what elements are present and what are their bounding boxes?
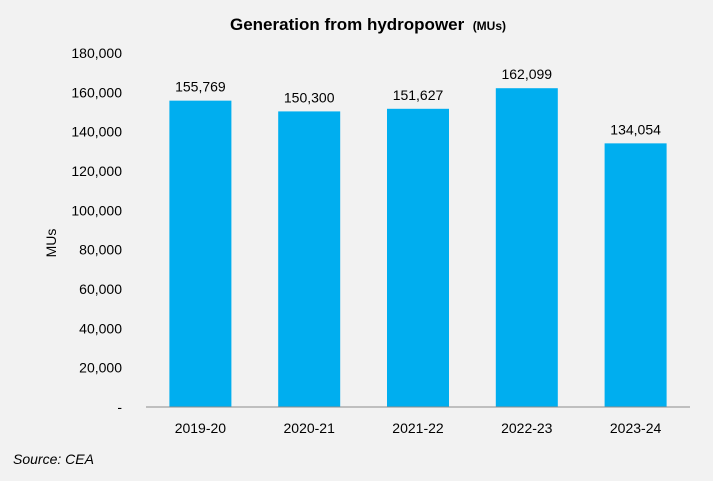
y-tick-label: 120,000 <box>71 163 122 179</box>
bar-2021-22 <box>387 108 449 407</box>
bar-2023-24 <box>604 143 667 407</box>
y-tick-label: 140,000 <box>71 124 122 140</box>
y-tick-label: 40,000 <box>79 320 122 336</box>
y-tick-label: 160,000 <box>71 84 122 100</box>
x-tick-label-2020-21: 2020-21 <box>284 420 336 436</box>
y-tick-label: 60,000 <box>79 281 122 297</box>
data-label-2022-23: 162,099 <box>501 66 552 82</box>
data-label-2019-20: 155,769 <box>175 79 226 95</box>
chart-title-main: Generation from hydropower <box>230 15 465 34</box>
y-tick-label: 180,000 <box>71 45 122 61</box>
chart-title-unit: (MUs) <box>473 19 506 33</box>
data-label-2021-22: 151,627 <box>393 87 444 103</box>
bar-2019-20 <box>169 100 232 407</box>
x-tick-label-2019-20: 2019-20 <box>175 420 227 436</box>
bars-group <box>169 88 667 408</box>
data-label-2020-21: 150,300 <box>284 89 335 105</box>
source-note: Source: CEA <box>13 451 94 467</box>
y-axis-ticks: - 20,000 40,000 60,000 80,000 100,000 120,000 1… <box>71 45 122 415</box>
y-tick-label: 80,000 <box>79 242 122 258</box>
x-tick-label-2021-22: 2021-22 <box>392 420 444 436</box>
x-tick-label-2022-23: 2022-23 <box>501 420 553 436</box>
y-tick-label: - <box>117 399 122 415</box>
y-tick-label: 20,000 <box>79 360 122 376</box>
data-label-2023-24: 134,054 <box>610 121 661 137</box>
bar-2020-21 <box>278 111 341 407</box>
bar-2022-23 <box>495 88 558 408</box>
y-axis-title: MUs <box>43 229 59 258</box>
chart-title: Generation from hydropower (MUs) <box>230 15 506 34</box>
data-labels-group: 155,769 150,300 151,627 162,099 134,054 <box>175 66 661 137</box>
y-tick-label: 100,000 <box>71 202 122 218</box>
x-axis-ticks: 2019-20 2020-21 2021-22 2022-23 2023-24 <box>175 420 662 436</box>
x-tick-label-2023-24: 2023-24 <box>610 420 662 436</box>
